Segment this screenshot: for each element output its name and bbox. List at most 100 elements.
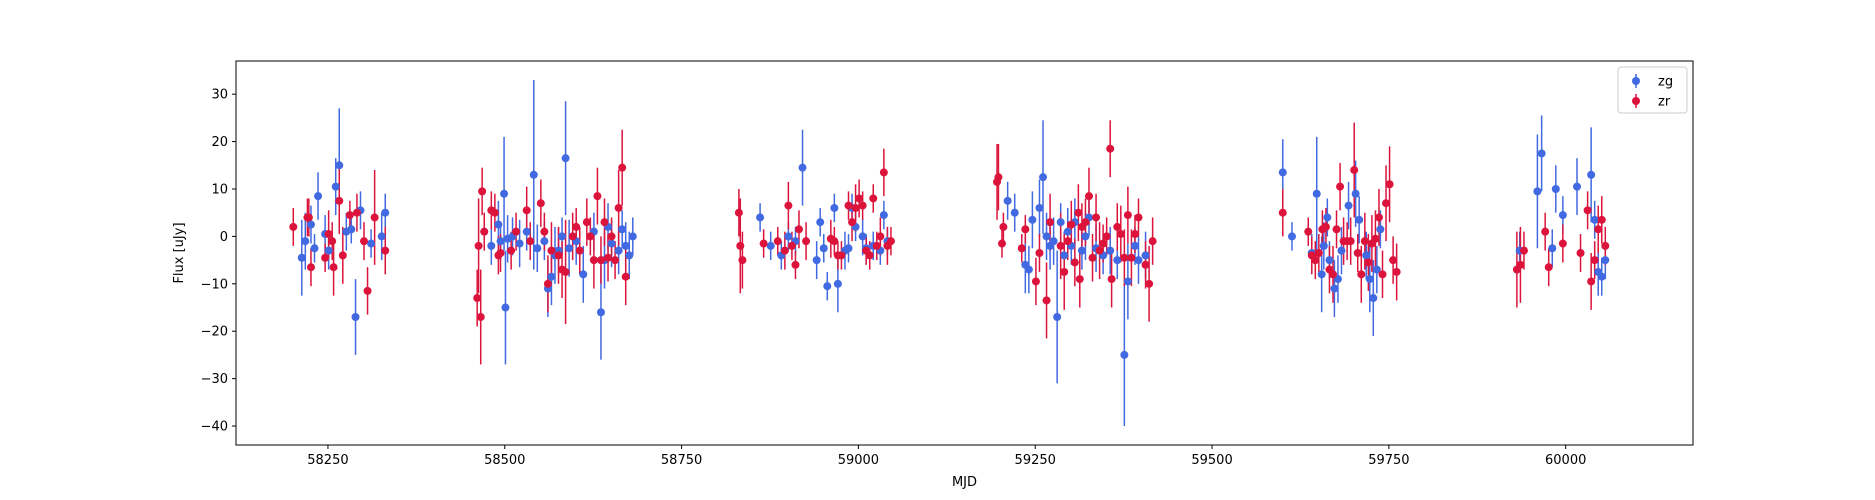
zg-point bbox=[879, 211, 888, 220]
zr-point bbox=[1364, 258, 1373, 267]
zr-point bbox=[1385, 180, 1394, 189]
zr-point bbox=[736, 241, 745, 250]
zr-point bbox=[1088, 253, 1097, 262]
zr-point bbox=[1067, 220, 1076, 229]
x-axis-ticks: 58250 58500 58750 59000 59250 59500 59750 60000 bbox=[307, 445, 1586, 468]
zr-point bbox=[478, 187, 487, 196]
zg-point bbox=[1365, 275, 1374, 284]
zg-point bbox=[618, 225, 627, 234]
zr-point bbox=[1130, 230, 1139, 239]
zr-point bbox=[1145, 279, 1154, 288]
y-axis-label: Flux [uJy] bbox=[172, 222, 187, 283]
zg-point bbox=[324, 246, 333, 255]
zr-point bbox=[791, 260, 800, 269]
plot-frame bbox=[235, 60, 1694, 446]
zr-point bbox=[352, 208, 361, 217]
zr-point bbox=[324, 230, 333, 239]
zg-point bbox=[1537, 149, 1546, 158]
zg-point bbox=[1337, 246, 1346, 255]
zr-point bbox=[1583, 206, 1592, 215]
zr-point bbox=[1558, 239, 1567, 248]
zg-point bbox=[614, 246, 623, 255]
zr-point bbox=[1120, 253, 1129, 262]
zr-point bbox=[547, 246, 556, 255]
zr-point bbox=[593, 192, 602, 201]
zg-point bbox=[1533, 187, 1542, 196]
zg-point bbox=[1056, 218, 1065, 227]
zg-point bbox=[1317, 270, 1326, 279]
zr-point bbox=[1576, 249, 1585, 257]
zg-point bbox=[858, 232, 867, 241]
zr-point bbox=[335, 196, 344, 205]
zr-point bbox=[1081, 218, 1090, 227]
zr-point bbox=[879, 168, 888, 177]
zr-point bbox=[1332, 225, 1341, 234]
zr-point bbox=[1594, 225, 1603, 234]
zg-point bbox=[1278, 168, 1287, 177]
y-tick-label: 20 bbox=[211, 135, 228, 150]
zr-point bbox=[543, 279, 552, 288]
y-tick-label: 0 bbox=[220, 230, 228, 245]
y-tick-label: −20 bbox=[201, 325, 228, 340]
zg-point bbox=[1597, 272, 1606, 281]
zr-point bbox=[474, 241, 483, 250]
zr-point bbox=[794, 225, 803, 234]
zr-point bbox=[1035, 249, 1044, 257]
zg-point bbox=[1106, 246, 1115, 255]
zg-point bbox=[1053, 313, 1062, 321]
zg-point bbox=[297, 253, 306, 262]
zg-point bbox=[558, 232, 567, 241]
zr-point bbox=[1141, 260, 1150, 269]
legend-box bbox=[1617, 66, 1688, 114]
zr-point bbox=[1113, 222, 1122, 231]
zr-point bbox=[568, 232, 577, 241]
zg-point bbox=[487, 241, 496, 250]
legend-zg-label: zg bbox=[1658, 75, 1673, 90]
y-tick-label: −30 bbox=[201, 372, 228, 387]
zr-point bbox=[997, 239, 1006, 248]
zr-point bbox=[784, 201, 793, 210]
zr-point bbox=[561, 267, 570, 276]
zr-point bbox=[1597, 215, 1606, 224]
zr-point bbox=[865, 251, 874, 260]
zr-point bbox=[1371, 234, 1380, 243]
zg-point bbox=[306, 220, 315, 229]
zr-point bbox=[837, 251, 846, 260]
zr-point bbox=[844, 201, 853, 210]
zr-point bbox=[1350, 166, 1359, 175]
zg-point bbox=[314, 192, 323, 201]
zg-point bbox=[547, 272, 556, 281]
x-tick-label: 59500 bbox=[1191, 453, 1232, 468]
legend: zg zr bbox=[1617, 66, 1688, 114]
zg-point bbox=[1372, 265, 1381, 274]
zr-point bbox=[1544, 263, 1553, 272]
zg-point bbox=[1060, 251, 1069, 260]
zg-point bbox=[579, 270, 588, 279]
zr-point bbox=[360, 237, 369, 246]
zg-point bbox=[1573, 182, 1582, 191]
zr-point bbox=[830, 237, 839, 246]
zr-point bbox=[1346, 237, 1355, 246]
zr-point bbox=[621, 272, 630, 281]
zr-point bbox=[480, 227, 489, 236]
zr-point bbox=[1092, 213, 1101, 222]
zg-point bbox=[1077, 246, 1086, 255]
zr-point bbox=[611, 256, 620, 265]
zr-point bbox=[858, 201, 867, 210]
zg-point bbox=[496, 237, 505, 246]
zr-point bbox=[604, 253, 613, 262]
zr-point bbox=[1116, 230, 1125, 239]
legend-zr-marker bbox=[1632, 97, 1640, 105]
zr-point bbox=[589, 256, 598, 265]
zr-point bbox=[802, 237, 811, 246]
zg-point bbox=[515, 239, 524, 248]
zg-point bbox=[1330, 284, 1339, 293]
zr-point bbox=[522, 206, 531, 215]
x-tick-label: 59250 bbox=[1015, 453, 1056, 468]
zr-point bbox=[876, 232, 885, 241]
zg-point bbox=[784, 232, 793, 241]
zr-point bbox=[1095, 246, 1104, 255]
y-axis-ticks: −40 −30 −20 −10 0 10 20 30 bbox=[201, 88, 236, 435]
zr-point bbox=[1328, 270, 1337, 279]
zr-point bbox=[1353, 249, 1362, 257]
